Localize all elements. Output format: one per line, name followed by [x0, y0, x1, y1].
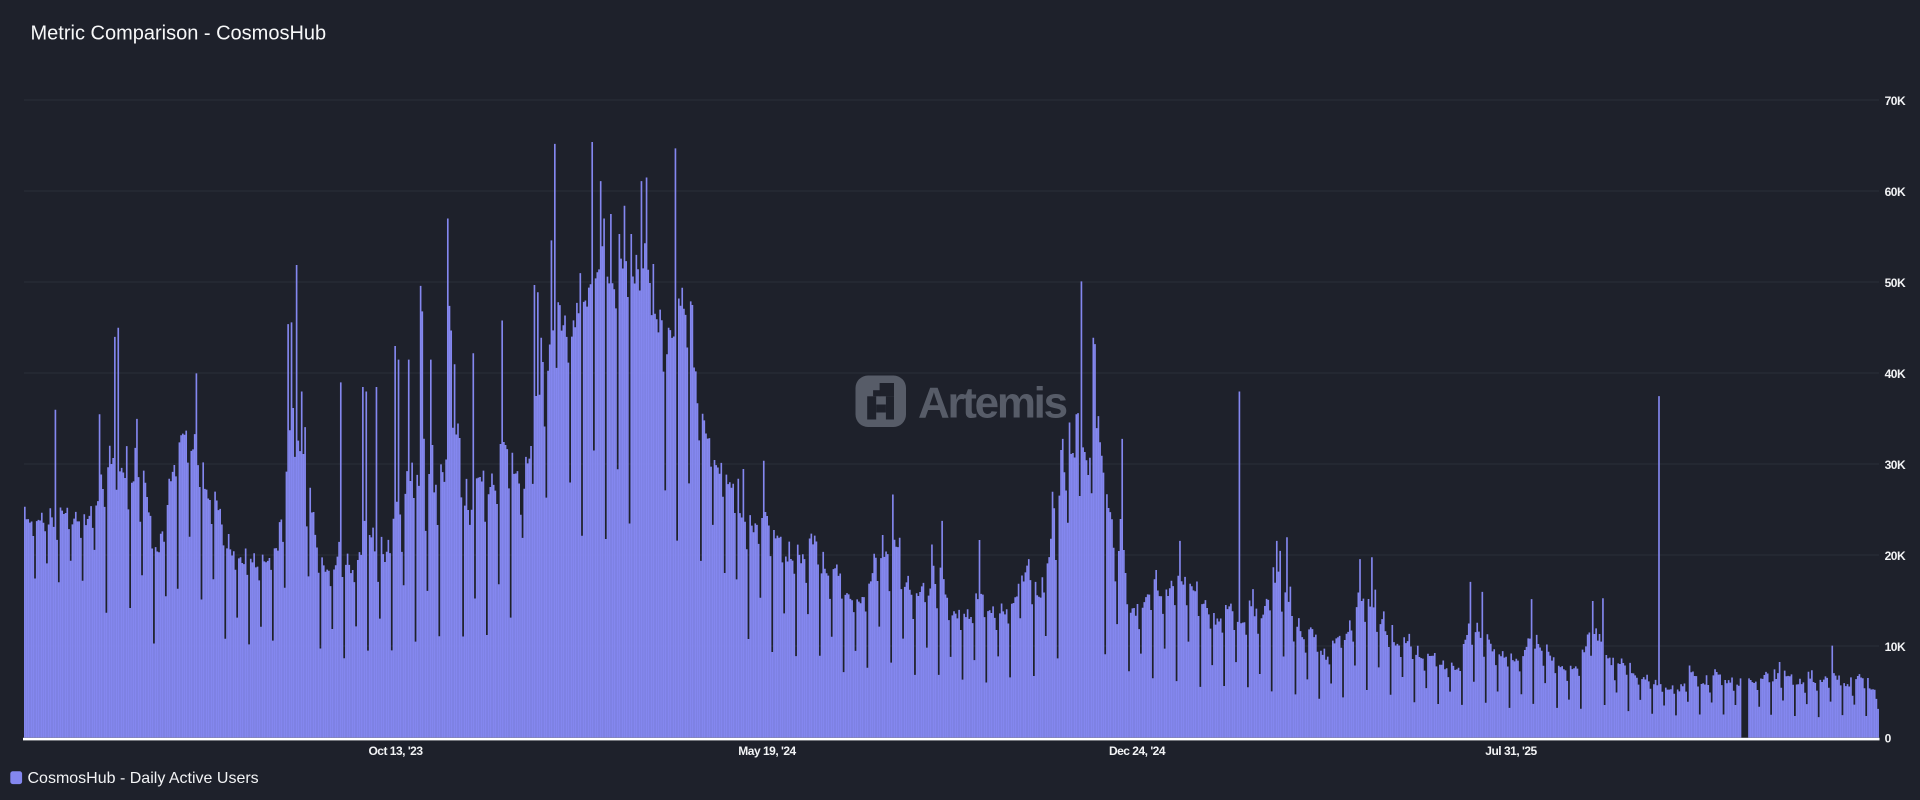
- svg-text:Dec 24, '24: Dec 24, '24: [1109, 744, 1166, 758]
- svg-text:10K: 10K: [1885, 640, 1906, 654]
- svg-text:0: 0: [1885, 732, 1892, 746]
- svg-text:30K: 30K: [1885, 458, 1906, 472]
- svg-text:20K: 20K: [1885, 549, 1906, 563]
- svg-text:CosmosHub - Daily Active Users: CosmosHub - Daily Active Users: [28, 770, 259, 787]
- svg-text:40K: 40K: [1885, 367, 1906, 381]
- svg-text:Artemis: Artemis: [918, 379, 1067, 428]
- svg-text:Oct 13, '23: Oct 13, '23: [368, 744, 423, 758]
- svg-text:70K: 70K: [1885, 94, 1906, 108]
- svg-text:Metric Comparison - CosmosHub: Metric Comparison - CosmosHub: [31, 23, 327, 45]
- svg-text:Jul 31, '25: Jul 31, '25: [1485, 744, 1537, 758]
- svg-text:50K: 50K: [1885, 276, 1906, 290]
- svg-text:May 19, '24: May 19, '24: [738, 744, 796, 758]
- svg-text:60K: 60K: [1885, 185, 1906, 199]
